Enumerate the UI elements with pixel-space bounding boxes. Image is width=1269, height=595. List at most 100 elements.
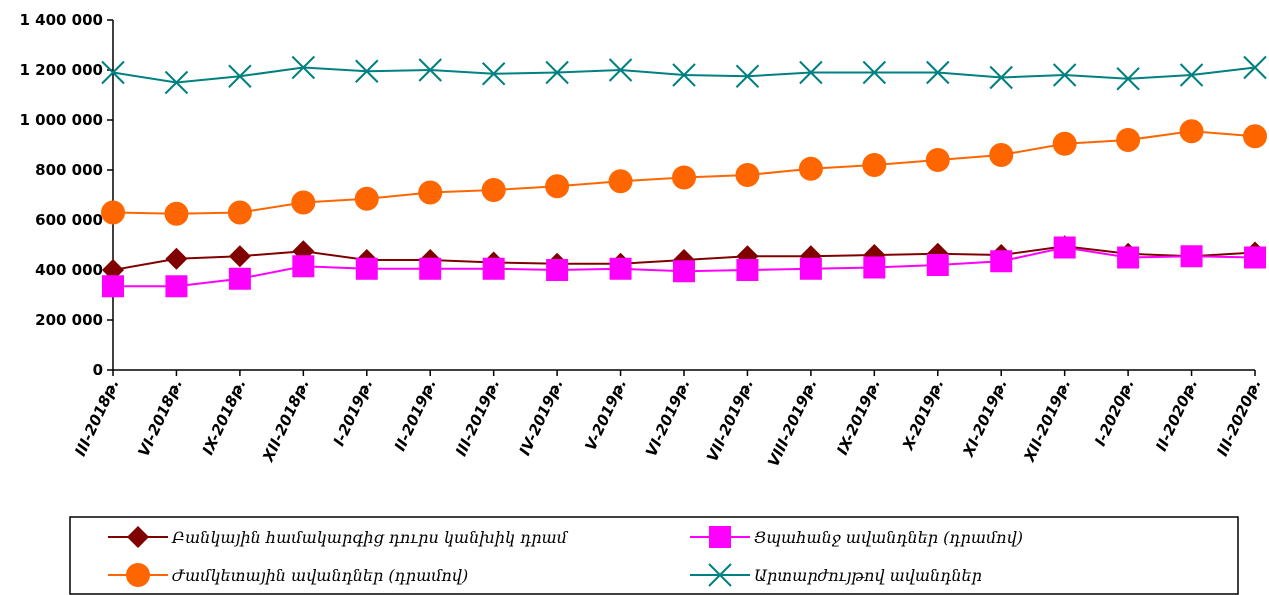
x-tick-label: IX-2018թ. (199, 376, 250, 458)
x-marker-stroke (672, 63, 696, 87)
x-marker-stroke (228, 64, 252, 88)
x-marker-stroke (291, 55, 316, 80)
x-tick-label: I-2020թ. (1091, 376, 1138, 449)
data-point (736, 259, 759, 281)
data-point (355, 59, 379, 83)
legend-item-2: Ցպահանջ ավանդներ (դրամով) (690, 526, 1023, 548)
x-marker-stroke (862, 60, 887, 85)
data-point (989, 143, 1014, 167)
series-2 (102, 236, 1266, 298)
data-point (608, 169, 633, 194)
data-point (355, 257, 378, 280)
x-marker-stroke (164, 70, 189, 95)
data-point (165, 247, 188, 270)
data-point (102, 275, 124, 298)
data-point (101, 60, 125, 85)
data-point (545, 60, 569, 85)
x-marker-stroke (481, 62, 506, 86)
x-marker-stroke (545, 60, 569, 85)
data-point (1052, 131, 1077, 156)
x-marker-stroke (735, 64, 760, 88)
y-tick-label: 0 (93, 361, 103, 379)
data-point (735, 163, 760, 187)
data-point (672, 165, 696, 190)
y-tick-label: 400 000 (35, 261, 103, 279)
data-point (227, 200, 252, 225)
data-point (862, 153, 887, 177)
data-point (481, 178, 506, 202)
legend: Բանկային համակարգից դուրս կանխիկ դրամ Ցպա… (69, 516, 1239, 595)
x-marker-stroke (1052, 63, 1077, 87)
data-point (1116, 128, 1141, 152)
data-point (863, 256, 886, 279)
data-point (1180, 245, 1203, 268)
x-marker-stroke (799, 60, 823, 85)
x-marker-stroke (1243, 55, 1267, 80)
x-marker-stroke (1116, 67, 1140, 91)
data-point (798, 156, 823, 181)
legend-swatch-marker (709, 526, 731, 548)
data-point (165, 275, 188, 298)
x-axis: III-2018թ. VI-2018թ. IX-2018թ. XII-2018թ. I-… (71, 369, 1265, 469)
data-point (481, 62, 506, 86)
data-point (228, 245, 251, 268)
data-point (609, 257, 632, 280)
x-marker-stroke (926, 60, 950, 85)
x-marker-stroke (989, 65, 1013, 90)
x-marker-stroke (101, 60, 125, 85)
data-point (291, 55, 316, 80)
data-point (164, 70, 189, 95)
x-tick-label: VI-2018թ. (134, 376, 186, 459)
data-point (1117, 246, 1140, 269)
legend-swatch-marker (708, 563, 732, 587)
y-tick-label: 1 200 000 (19, 61, 103, 79)
data-point (354, 186, 379, 211)
x-tick-label: VII-2019թ. (703, 376, 757, 464)
data-point (799, 60, 823, 85)
legend-item-3: Ժամկետային ավանդներ (դրամով) (108, 563, 468, 587)
x-tick-label: I-2019թ. (330, 376, 377, 449)
data-point (672, 63, 696, 87)
data-point (419, 257, 442, 280)
data-point (1243, 124, 1267, 149)
data-point (926, 60, 950, 85)
series-4 (101, 55, 1267, 95)
data-point (546, 259, 569, 281)
data-point (799, 257, 822, 280)
data-point (1243, 55, 1267, 80)
y-tick-label: 1 400 000 (19, 11, 103, 29)
legend-item-1: Բանկային համակարգից դուրս կանխիկ դրամ (108, 526, 569, 548)
y-tick-label: 600 000 (35, 211, 103, 229)
data-point (1116, 67, 1140, 91)
x-tick-label: III-2018թ. (71, 376, 122, 459)
data-point (926, 254, 949, 276)
legend-label: Բանկային համակարգից դուրս կանխիկ դրամ (171, 528, 569, 547)
data-point (418, 180, 443, 205)
legend-label: Ցպահանջ ավանդներ (դրամով) (754, 528, 1023, 547)
data-point (164, 201, 189, 226)
x-tick-label: XI-2019թ. (959, 376, 1011, 460)
x-marker-stroke (1179, 63, 1204, 87)
data-point (291, 190, 316, 215)
data-point (989, 65, 1013, 90)
x-tick-label: III-2019թ. (452, 376, 503, 459)
x-tick-label: VI-2019թ. (642, 376, 694, 459)
y-axis: 0 200 000 400 000 600 000 800 000 1 000 000 1 … (19, 11, 114, 379)
x-tick-label: II-2019թ. (391, 376, 440, 454)
x-marker-stroke (355, 59, 379, 83)
data-point (292, 255, 315, 278)
x-tick-label: IV-2019թ. (516, 376, 567, 458)
data-point (418, 58, 442, 82)
x-marker-stroke (708, 563, 732, 587)
data-point (1052, 63, 1077, 87)
x-tick-label: II-2020թ. (1152, 376, 1201, 454)
data-point (735, 64, 760, 88)
legend-swatch-marker (127, 526, 149, 548)
x-tick-label: III-2020թ. (1213, 376, 1264, 459)
x-marker-stroke (608, 58, 633, 82)
data-point (1244, 246, 1266, 269)
data-point (228, 267, 251, 290)
series-3 (101, 119, 1267, 226)
y-tick-label: 800 000 (35, 161, 103, 179)
